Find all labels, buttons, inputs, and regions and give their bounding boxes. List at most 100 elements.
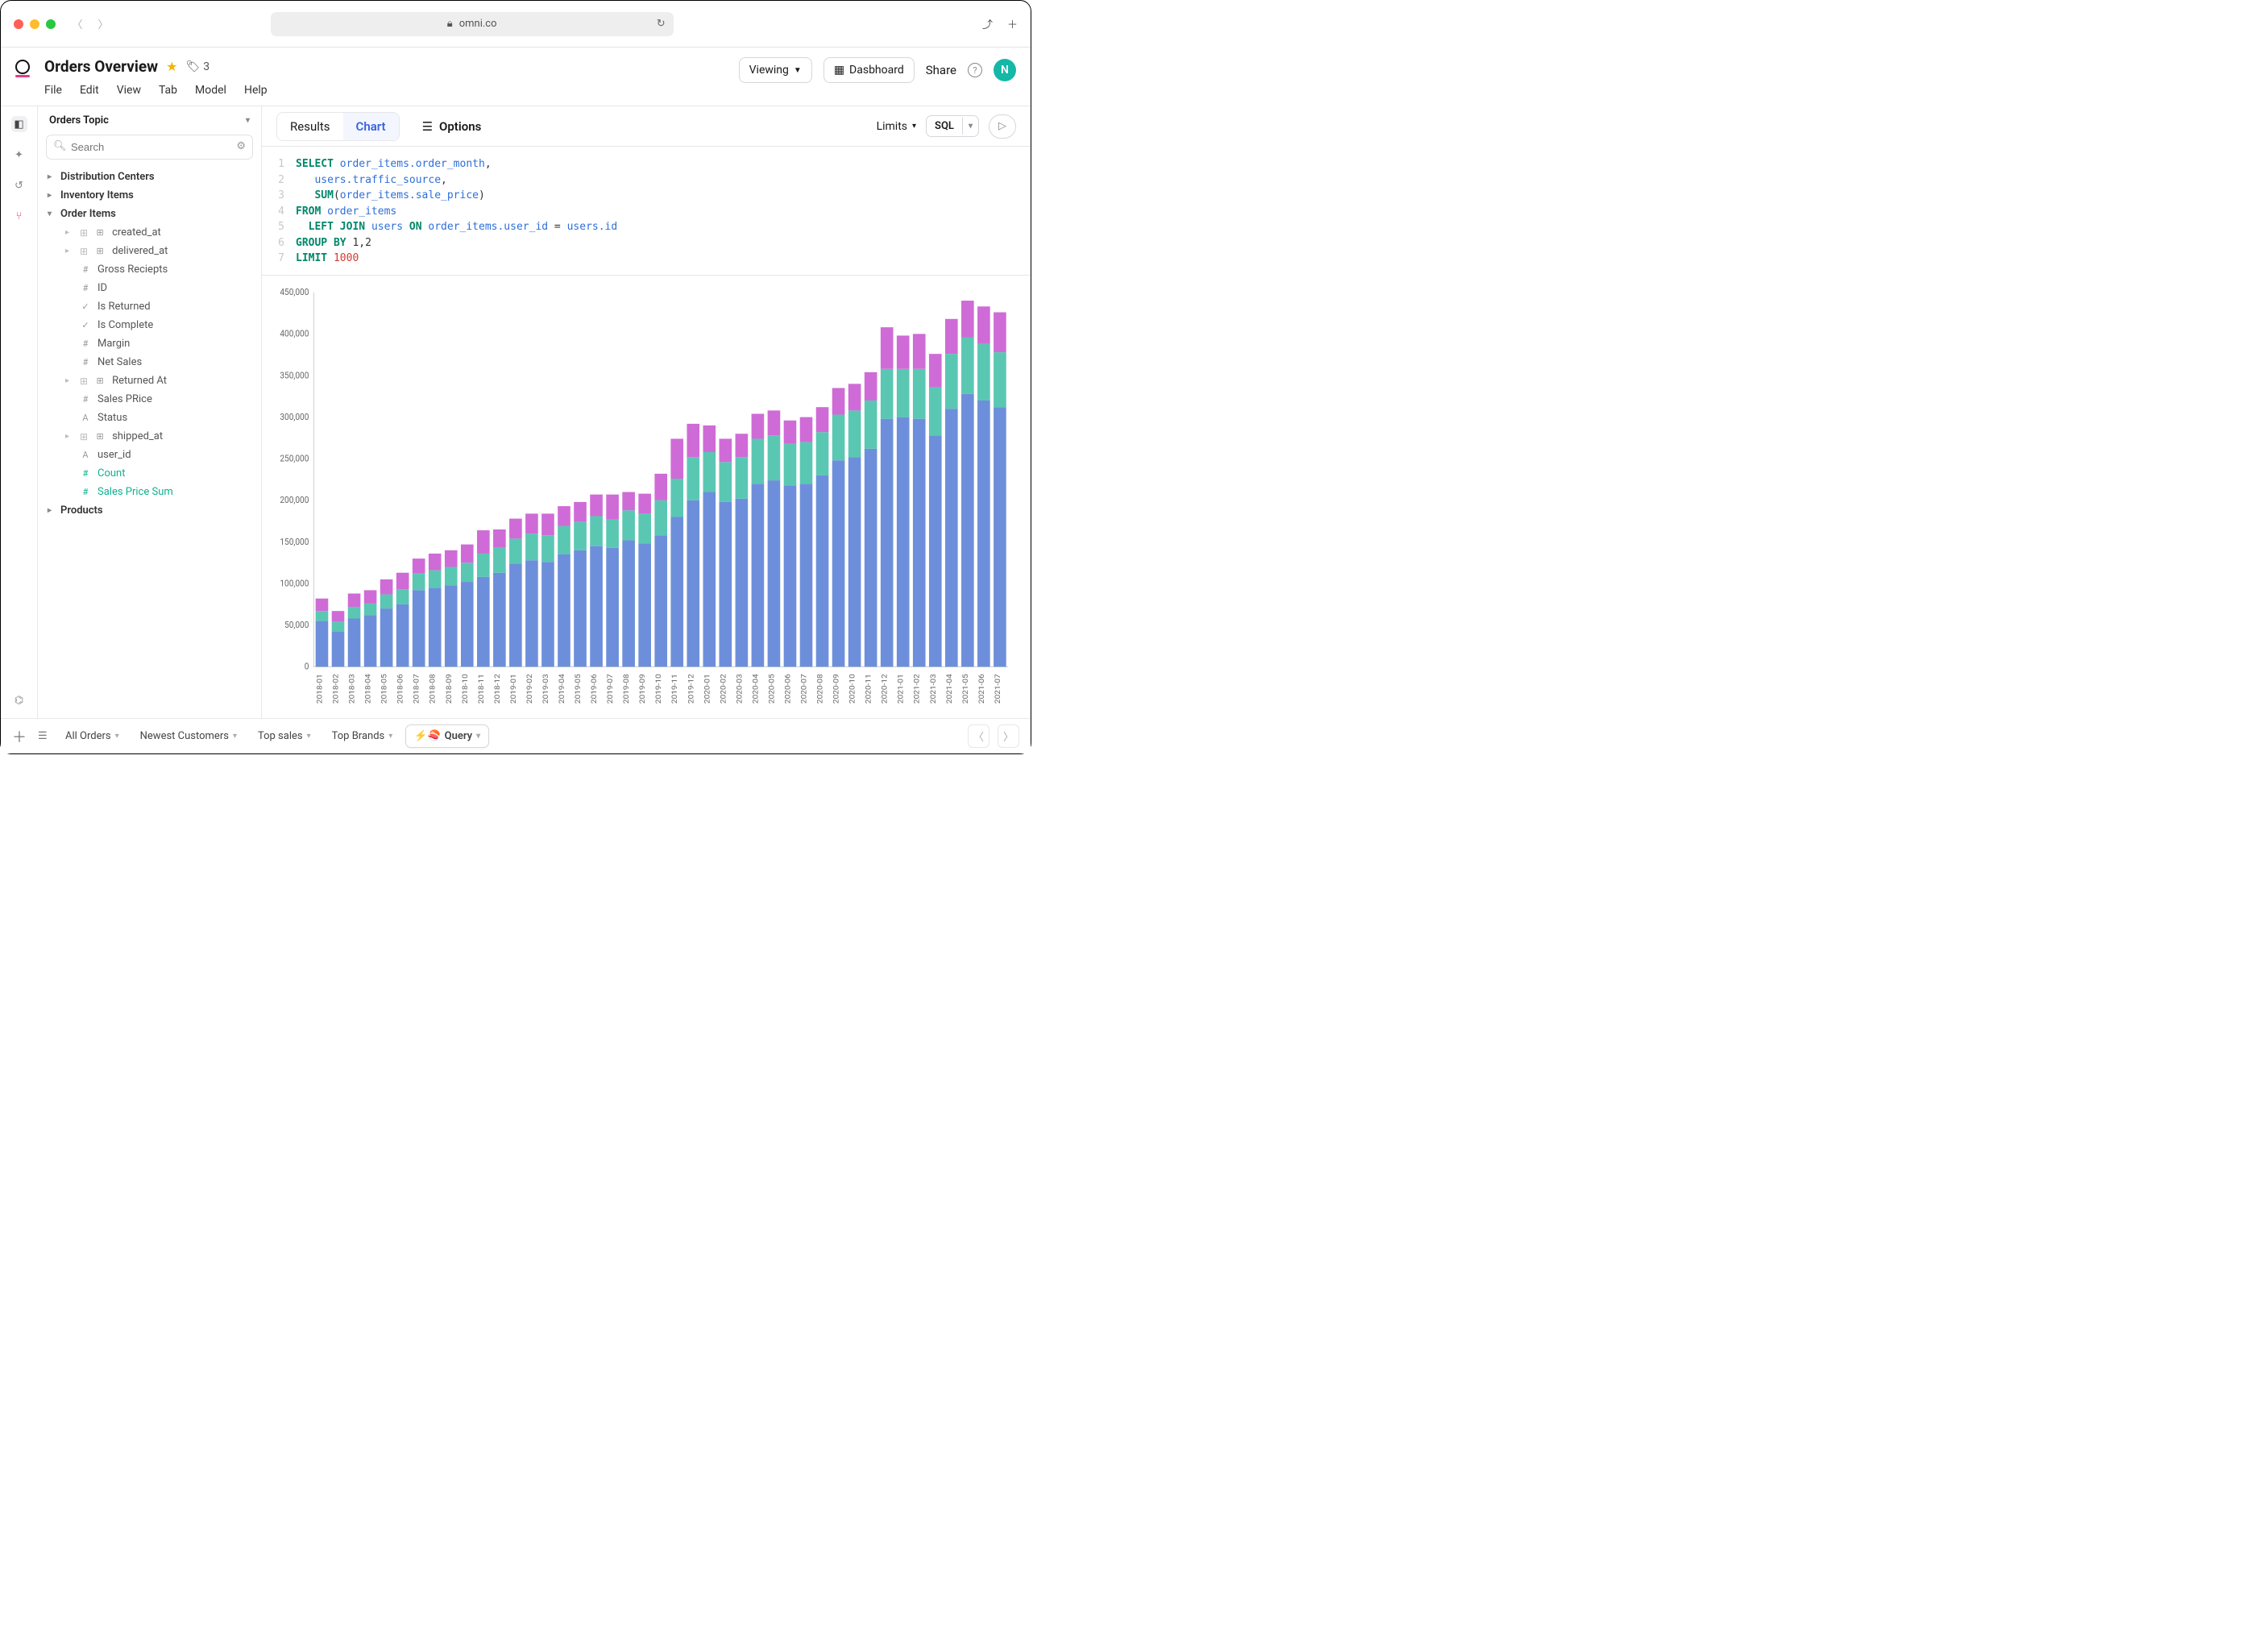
minimize-window[interactable] — [30, 19, 39, 29]
back-button[interactable]: 〈 — [68, 15, 86, 33]
url-bar[interactable]: 🔒︎ omni.co ↻ — [271, 12, 674, 36]
refresh-icon[interactable]: ↻ — [657, 18, 666, 30]
workbook-tab-top-sales[interactable]: Top sales▾ — [250, 725, 319, 747]
close-window[interactable] — [14, 19, 23, 29]
svg-text:2019-12: 2019-12 — [687, 673, 695, 703]
workbook-tab-top-brands[interactable]: Top Brands▾ — [324, 725, 401, 747]
dashboard-button[interactable]: ▦ Dasbhoard — [824, 57, 915, 83]
share-link[interactable]: Share — [926, 63, 956, 77]
svg-text:2019-02: 2019-02 — [525, 673, 533, 703]
branch-icon[interactable]: ⑂ — [11, 208, 27, 224]
field-tree: ▸Distribution Centers▸Inventory Items▾Or… — [38, 166, 261, 718]
field-count[interactable]: #Count — [43, 464, 256, 483]
favorite-star-icon[interactable]: ★ — [166, 59, 177, 74]
dashboard-label: Dasbhoard — [849, 64, 904, 77]
field-user_id[interactable]: Auser_id — [43, 446, 256, 464]
left-gutter: ◧ ✦ ↺ ⑂ ⌬ — [1, 106, 38, 718]
svg-text:2020-11: 2020-11 — [865, 674, 873, 704]
content: Results Chart ☰̄ Options Limits ▾ SQL ▾ … — [262, 106, 1031, 718]
viewing-dropdown[interactable]: Viewing ▼ — [739, 57, 812, 83]
url-text: omni.co — [459, 18, 497, 30]
svg-text:2020-04: 2020-04 — [752, 673, 760, 703]
brand-logo[interactable] — [15, 60, 30, 74]
svg-text:2018-02: 2018-02 — [332, 673, 340, 703]
svg-text:2020-05: 2020-05 — [768, 673, 776, 703]
tag-count[interactable]: 🏷︎ 3 — [185, 60, 210, 73]
svg-text:2018-12: 2018-12 — [493, 673, 501, 703]
svg-text:2018-03: 2018-03 — [348, 674, 356, 704]
sparkle-icon[interactable]: ✦ — [11, 147, 27, 163]
tag-icon: 🏷︎ — [185, 60, 200, 73]
menu-edit[interactable]: Edit — [80, 84, 99, 97]
field-shipped_at[interactable]: ▸⊞⊞shipped_at — [43, 427, 256, 446]
svg-text:150,000: 150,000 — [280, 536, 309, 547]
sliders-icon: ☰̄ — [422, 119, 433, 134]
tab-results[interactable]: Results — [277, 113, 343, 140]
field-returned-at[interactable]: ▸⊞⊞Returned At — [43, 371, 256, 390]
field-id[interactable]: #ID — [43, 279, 256, 297]
share-icon[interactable]: ⤴︎ — [982, 16, 993, 31]
sql-label: SQL — [927, 116, 962, 136]
chevron-down-icon: ▼ — [794, 66, 802, 75]
svg-text:2018-04: 2018-04 — [364, 673, 372, 703]
search-input[interactable] — [46, 135, 253, 160]
svg-text:2019-07: 2019-07 — [607, 674, 615, 704]
svg-text:2018-10: 2018-10 — [461, 674, 469, 704]
sql-editor[interactable]: 1SELECT order_items.order_month,2 users.… — [262, 147, 1031, 276]
lock-icon: 🔒︎ — [447, 18, 453, 30]
svg-text:2021-05: 2021-05 — [961, 673, 969, 703]
help-icon[interactable]: ? — [968, 63, 982, 77]
svg-text:450,000: 450,000 — [280, 287, 309, 297]
run-button[interactable]: ▷ — [989, 114, 1016, 139]
menu-tab[interactable]: Tab — [159, 84, 177, 97]
workbook-tab-newest-customers[interactable]: Newest Customers▾ — [132, 725, 245, 747]
history-icon[interactable]: ↺ — [11, 177, 27, 193]
field-gross-reciepts[interactable]: #Gross Reciepts — [43, 260, 256, 279]
menu-help[interactable]: Help — [244, 84, 268, 97]
svg-text:2020-02: 2020-02 — [720, 673, 728, 703]
menu-view[interactable]: View — [117, 84, 141, 97]
section-inventory-items[interactable]: ▸Inventory Items — [43, 186, 256, 205]
avatar[interactable]: N — [994, 59, 1016, 81]
maximize-window[interactable] — [46, 19, 56, 29]
bottom-bar: ＋ ☰ All Orders▾Newest Customers▾Top sale… — [1, 718, 1031, 753]
field-sales-price-sum[interactable]: #Sales Price Sum — [43, 483, 256, 501]
section-distribution-centers[interactable]: ▸Distribution Centers — [43, 168, 256, 186]
forward-button[interactable]: 〉 — [94, 15, 112, 33]
section-order-items[interactable]: ▾Order Items — [43, 205, 256, 223]
field-is-complete[interactable]: ✓Is Complete — [43, 316, 256, 334]
chevron-down-icon: ▾ — [912, 122, 916, 131]
field-is-returned[interactable]: ✓Is Returned — [43, 297, 256, 316]
settings-icon[interactable]: ⚙︎ — [236, 140, 246, 152]
workbook-tab-query[interactable]: ⚡🍣Query▾ — [405, 724, 489, 748]
sidebar-topic[interactable]: Orders Topic ▾ — [38, 106, 261, 135]
field-sales-price[interactable]: #Sales PRice — [43, 390, 256, 409]
panel-toggle-icon[interactable]: ◧ — [11, 116, 27, 132]
svg-text:2020-03: 2020-03 — [736, 674, 744, 704]
menu-file[interactable]: File — [44, 84, 62, 97]
tab-chart[interactable]: Chart — [343, 113, 399, 140]
page-prev[interactable]: 〈 — [968, 724, 989, 748]
app-header: Orders Overview ★ 🏷︎ 3 FileEditViewTabMo… — [1, 48, 1031, 105]
field-net-sales[interactable]: #Net Sales — [43, 353, 256, 371]
sidebar-topic-label: Orders Topic — [49, 114, 109, 127]
field-status[interactable]: AStatus — [43, 409, 256, 427]
svg-text:2021-02: 2021-02 — [913, 673, 921, 703]
field-delivered_at[interactable]: ▸⊞⊞delivered_at — [43, 242, 256, 260]
workbook-tab-all-orders[interactable]: All Orders▾ — [57, 725, 127, 747]
field-created_at[interactable]: ▸⊞⊞created_at — [43, 223, 256, 242]
field-margin[interactable]: #Margin — [43, 334, 256, 353]
page-next[interactable]: 〉 — [998, 724, 1019, 748]
menu-model[interactable]: Model — [195, 84, 226, 97]
title-block: Orders Overview ★ 🏷︎ 3 FileEditViewTabMo… — [44, 57, 268, 105]
sql-toggle[interactable]: SQL ▾ — [926, 115, 979, 137]
bug-icon[interactable]: ⌬ — [11, 692, 27, 708]
new-tab-icon[interactable]: ＋ — [1007, 16, 1018, 31]
main: ◧ ✦ ↺ ⑂ ⌬ Orders Topic ▾ 🔍︎ ⚙︎ ▸Distribu… — [1, 106, 1031, 718]
tab-menu-icon[interactable]: ☰ — [38, 730, 48, 742]
options-button[interactable]: ☰̄ Options — [413, 113, 492, 140]
limits-dropdown[interactable]: Limits ▾ — [877, 120, 916, 133]
svg-text:2020-07: 2020-07 — [800, 674, 808, 704]
add-tab-icon[interactable]: ＋ — [12, 726, 27, 747]
section-products[interactable]: ▸Products — [43, 501, 256, 520]
